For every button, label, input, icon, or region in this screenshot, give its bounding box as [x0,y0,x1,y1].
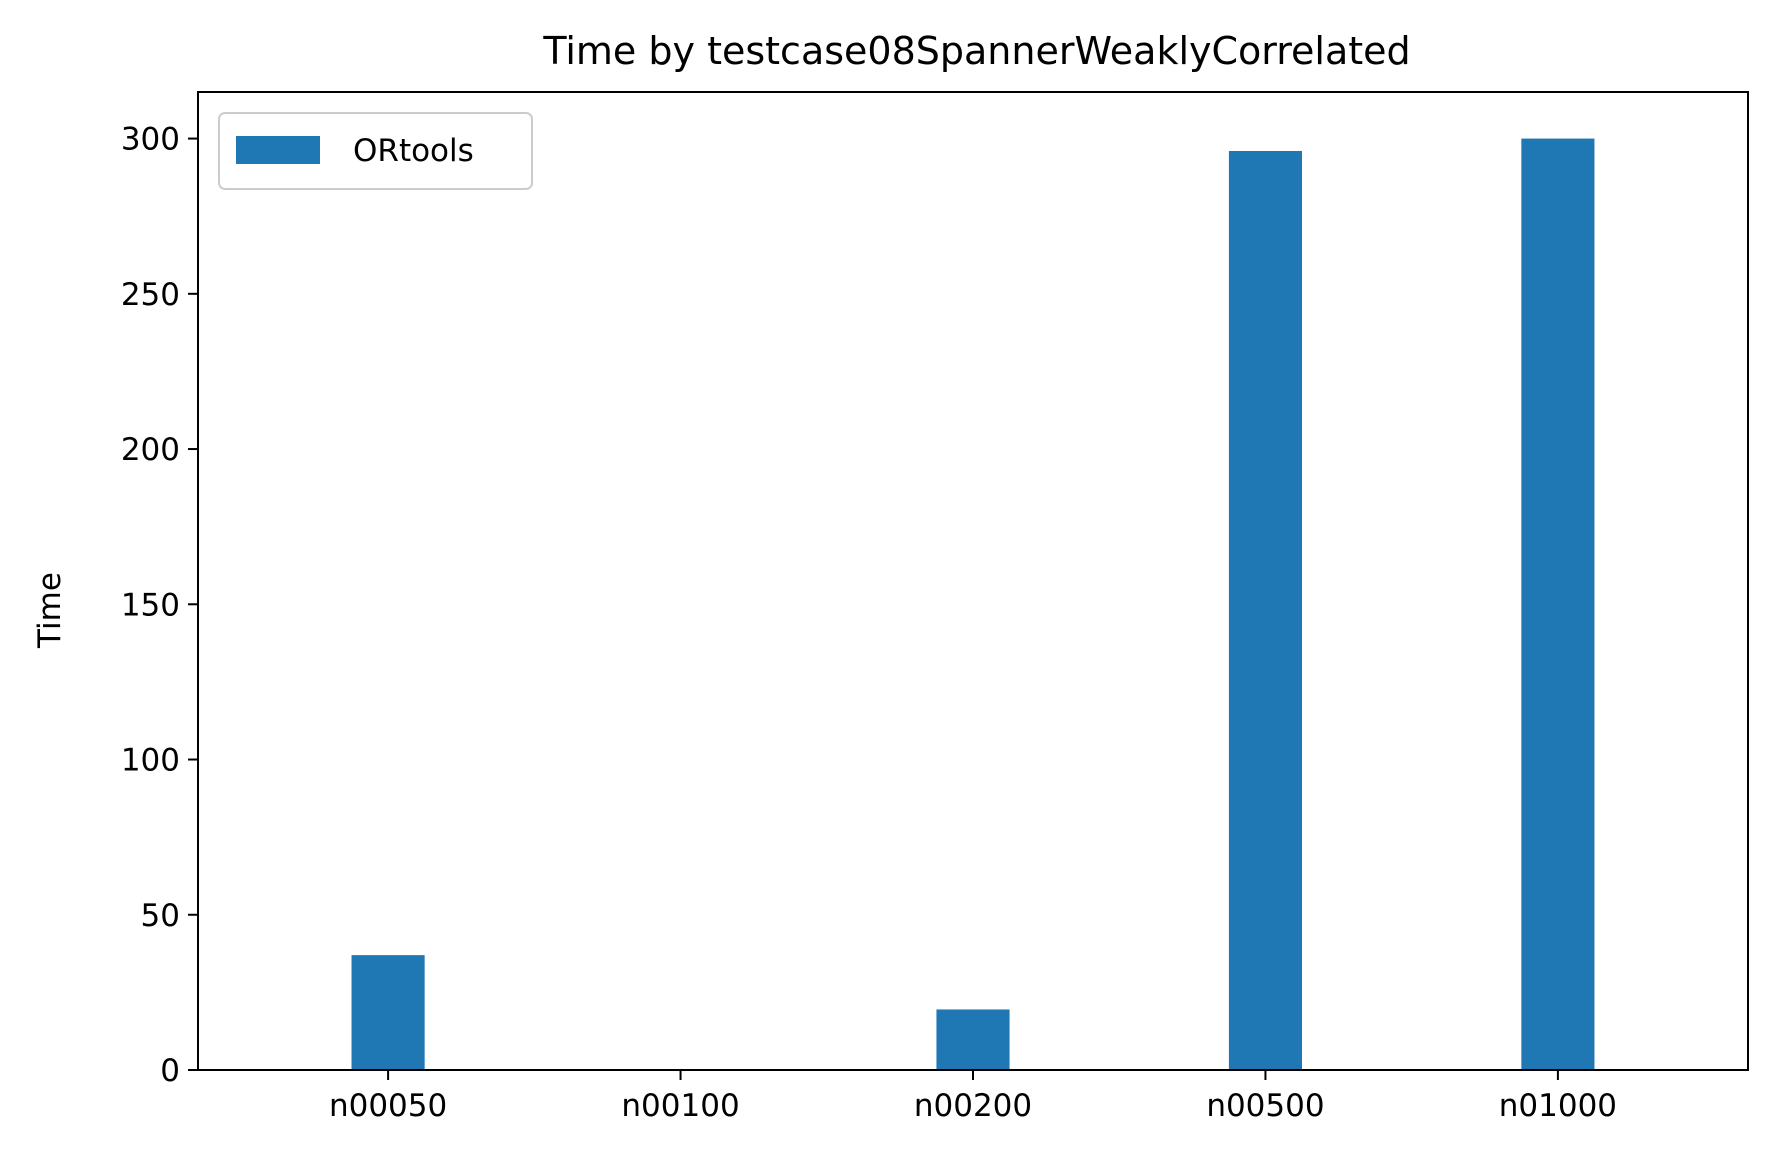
x-tick-label: n01000 [1499,1088,1617,1124]
y-axis-label: Time [32,572,68,649]
y-tick-label: 100 [121,743,180,779]
y-tick-label: 0 [160,1053,180,1089]
chart-title: Time by testcase08SpannerWeaklyCorrelate… [542,29,1410,73]
legend-box [218,112,533,190]
y-tick-label: 300 [121,122,180,158]
plot-frame [197,91,1749,1071]
y-tick-label: 150 [121,587,180,623]
x-axis: n00050 n00100 n00200 n00500 n01000 [329,1070,1617,1124]
bar-n01000 [1521,138,1595,1071]
legend-swatch-ortools [236,136,320,164]
x-tick-label: n00500 [1206,1088,1324,1124]
bar-n00050 [351,955,425,1070]
y-tick-label: 50 [141,898,180,934]
bars-layer [351,138,1595,1071]
x-tick-label: n00050 [329,1088,447,1124]
y-axis: 0 50 100 150 200 250 300 [121,122,198,1089]
y-tick-label: 250 [121,277,180,313]
bar-n00200 [936,1009,1010,1070]
y-tick-label: 200 [121,432,180,468]
legend-label-ortools: ORtools [353,133,474,169]
x-tick-label: n00200 [914,1088,1032,1124]
x-tick-label: n00100 [621,1088,739,1124]
legend: ORtools [218,112,533,190]
bar-n00500 [1228,150,1303,1070]
